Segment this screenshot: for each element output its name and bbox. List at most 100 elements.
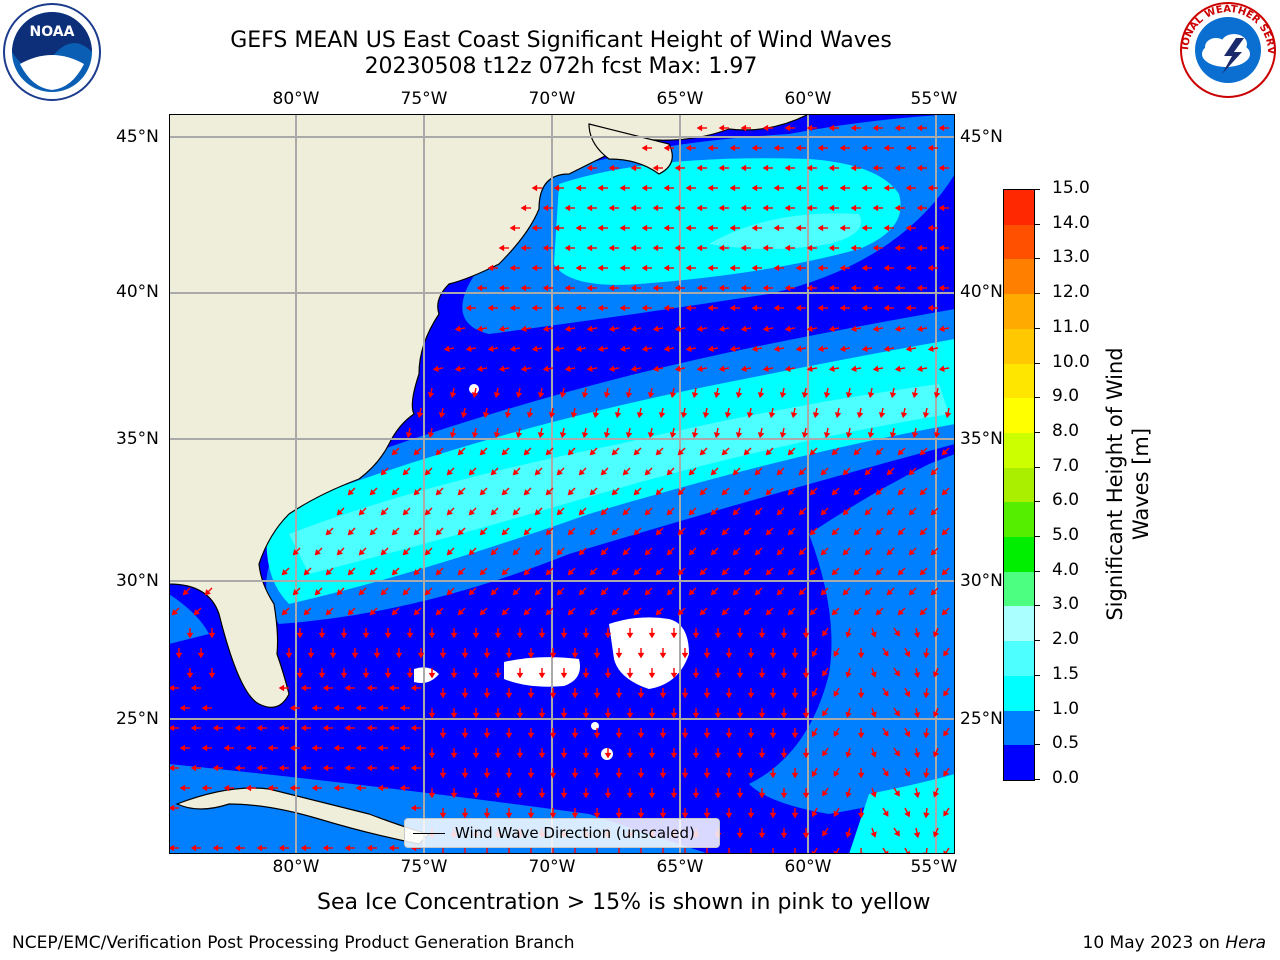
wave-arrow-head xyxy=(889,432,897,439)
wave-arrow-head xyxy=(864,469,871,476)
wave-arrow-head xyxy=(570,412,578,419)
wave-arrow-head xyxy=(494,672,502,679)
wave-arrow-head xyxy=(413,569,420,576)
wind-wave-direction-arrows xyxy=(168,124,952,859)
wave-arrow-head xyxy=(465,304,472,312)
wave-arrow-head xyxy=(769,812,777,819)
colorbar-tick-mark xyxy=(1034,674,1040,676)
wave-arrow-head xyxy=(516,672,524,679)
wave-arrow-head xyxy=(922,412,930,419)
wave-arrow-head xyxy=(483,812,491,819)
wave-arrow-head xyxy=(560,752,568,759)
wave-arrow-head xyxy=(615,652,623,659)
wave-arrow-head xyxy=(567,609,574,616)
wave-arrow-head xyxy=(769,652,777,659)
wave-arrow-head xyxy=(575,184,582,192)
wave-arrow-head xyxy=(369,569,376,576)
wave-arrow-head xyxy=(870,751,877,758)
wave-arrow-head xyxy=(388,684,395,692)
wave-arrow-head xyxy=(479,569,486,576)
colorbar-segment xyxy=(1004,606,1034,642)
wave-arrow-head xyxy=(523,529,530,536)
arrow-legend: Wind Wave Direction (unscaled) xyxy=(404,818,720,848)
wave-arrow-head xyxy=(300,844,307,852)
wave-arrow-head xyxy=(853,569,860,576)
wave-arrow-head xyxy=(289,784,296,792)
wave-arrow-head xyxy=(822,750,828,757)
wave-arrow-head xyxy=(842,469,849,476)
wave-arrow-head xyxy=(791,732,799,739)
wave-arrow-head xyxy=(820,589,827,596)
wave-arrow-head xyxy=(743,569,750,576)
colorbar-segment xyxy=(1004,467,1034,503)
wave-arrow-head xyxy=(410,804,417,812)
wave-arrow-head xyxy=(908,469,915,476)
wave-arrow-head xyxy=(787,569,794,576)
wave-arrow-head xyxy=(919,569,926,576)
wave-arrow-head xyxy=(615,772,623,779)
wave-arrow-head xyxy=(413,489,420,496)
wave-arrow-head xyxy=(707,184,714,192)
wave-arrow-head xyxy=(641,345,648,353)
wave-arrow-head xyxy=(663,304,670,312)
wave-arrow-head xyxy=(582,672,590,679)
wave-arrow-head xyxy=(450,752,458,759)
wave-arrow-head xyxy=(245,744,252,752)
colorbar-segment xyxy=(1004,641,1034,676)
wave-arrow-head xyxy=(611,609,618,616)
wave-arrow-head xyxy=(729,184,736,192)
wave-arrow-head xyxy=(721,529,728,536)
wave-arrow-head xyxy=(883,184,890,192)
wave-arrow-head xyxy=(168,684,175,692)
wave-arrow-head xyxy=(655,569,662,576)
wave-arrow-head xyxy=(923,652,930,659)
wave-arrow-head xyxy=(311,744,318,752)
colorbar-tick-mark xyxy=(1034,431,1040,433)
wave-arrow-head xyxy=(534,509,541,516)
wave-arrow-head xyxy=(933,791,940,798)
wave-arrow-head xyxy=(292,589,299,596)
wave-arrow-head xyxy=(537,392,545,399)
wave-arrow-head xyxy=(556,509,563,516)
wave-arrow-head xyxy=(182,589,189,596)
wave-arrow-head xyxy=(806,325,813,333)
wave-arrow-head xyxy=(358,589,365,596)
wave-arrow-head xyxy=(278,764,285,772)
wave-arrow-head xyxy=(399,704,406,712)
wave-arrow-head xyxy=(666,549,673,556)
wave-arrow-head xyxy=(614,412,622,419)
wave-arrow-head xyxy=(927,224,934,232)
wave-arrow-head xyxy=(795,304,802,312)
wave-arrow-head xyxy=(314,549,321,556)
wave-arrow-head xyxy=(333,704,340,712)
wave-arrow-head xyxy=(703,732,711,739)
wave-arrow-head xyxy=(630,204,637,212)
wave-arrow-head xyxy=(278,844,285,852)
wave-arrow-head xyxy=(670,632,678,639)
wave-arrow-head xyxy=(904,770,911,778)
wave-arrow-head xyxy=(894,670,900,677)
wave-arrow-head xyxy=(769,732,777,739)
wave-arrow-head xyxy=(622,469,629,476)
wave-arrow-head xyxy=(713,432,721,439)
wave-arrow-head xyxy=(542,325,549,333)
wave-arrow-head xyxy=(589,609,596,616)
wave-arrow-head xyxy=(857,692,865,699)
wave-arrow-head xyxy=(857,652,865,659)
wave-arrow-head xyxy=(801,432,809,439)
wave-arrow-head xyxy=(589,529,596,536)
wave-arrow-head xyxy=(811,690,818,698)
wave-arrow-head xyxy=(593,732,601,739)
wave-arrow-head xyxy=(417,652,425,659)
lat-label-left: 35°N xyxy=(116,429,159,449)
colorbar-tick-mark xyxy=(1034,779,1040,780)
wave-arrow-head xyxy=(498,365,505,373)
wave-arrow-head xyxy=(534,469,541,476)
wave-arrow-head xyxy=(179,784,186,792)
wave-arrow-head xyxy=(883,345,890,353)
wave-arrow-head xyxy=(322,844,329,852)
wave-arrow-head xyxy=(685,224,692,232)
wave-arrow-head xyxy=(490,549,497,556)
wave-arrow-head xyxy=(604,632,612,639)
wave-arrow-head xyxy=(677,489,684,496)
